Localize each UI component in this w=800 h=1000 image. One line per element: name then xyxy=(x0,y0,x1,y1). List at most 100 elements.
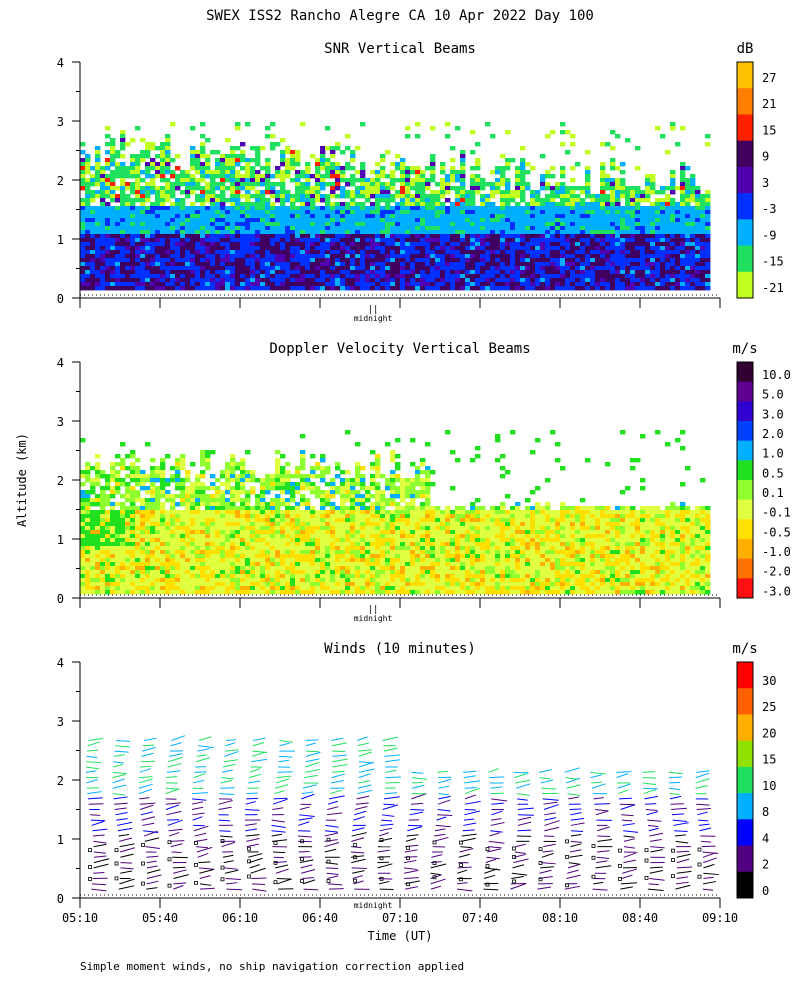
snr-cell xyxy=(300,214,306,219)
doppler-cell xyxy=(120,542,126,547)
doppler-cell xyxy=(85,526,91,531)
snr-cell xyxy=(480,266,486,271)
snr-cell xyxy=(415,266,421,271)
snr-cell xyxy=(245,210,251,215)
doppler-cell xyxy=(135,558,141,563)
snr-cell xyxy=(390,286,396,291)
snr-cell xyxy=(565,246,571,251)
doppler-cell xyxy=(115,538,121,543)
snr-cell xyxy=(380,278,386,283)
doppler-cell xyxy=(160,538,166,543)
snr-cell xyxy=(630,218,636,223)
doppler-cell xyxy=(260,530,266,535)
snr-cell xyxy=(430,178,436,183)
snr-cell xyxy=(110,226,116,231)
doppler-cell xyxy=(135,534,141,539)
doppler-cell xyxy=(225,474,231,479)
snr-cell xyxy=(495,206,501,211)
doppler-cell xyxy=(175,518,181,523)
doppler-cell xyxy=(235,570,241,575)
snr-cell xyxy=(680,254,686,259)
snr-cell xyxy=(615,182,621,187)
snr-cell xyxy=(375,174,381,179)
snr-cell xyxy=(305,278,311,283)
snr-cell xyxy=(350,198,356,203)
snr-cell xyxy=(280,162,286,167)
snr-cell xyxy=(530,214,536,219)
snr-cell xyxy=(160,210,166,215)
snr-cell xyxy=(90,242,96,247)
snr-cell xyxy=(520,250,526,255)
snr-cell xyxy=(440,166,446,171)
snr-cell xyxy=(205,222,211,227)
snr-cell xyxy=(205,238,211,243)
snr-cell xyxy=(90,174,96,179)
doppler-cell xyxy=(260,546,266,551)
snr-cell xyxy=(265,178,271,183)
snr-cell xyxy=(310,206,316,211)
snr-cell xyxy=(485,246,491,251)
doppler-cell xyxy=(230,538,236,543)
snr-cell xyxy=(115,214,121,219)
snr-cell xyxy=(130,258,136,263)
snr-cell xyxy=(655,214,661,219)
snr-cell xyxy=(470,202,476,207)
snr-cell xyxy=(590,222,596,227)
doppler-cell xyxy=(105,514,111,519)
snr-cell xyxy=(575,214,581,219)
doppler-cell xyxy=(190,558,196,563)
doppler-cell xyxy=(150,546,156,551)
snr-cell xyxy=(420,226,426,231)
snr-cell xyxy=(305,178,311,183)
snr-cell xyxy=(260,174,266,179)
snr-cell xyxy=(335,262,341,267)
doppler-cell xyxy=(220,574,226,579)
snr-cell xyxy=(480,226,486,231)
doppler-cell xyxy=(225,574,231,579)
snr-cell xyxy=(80,166,86,171)
snr-cell xyxy=(660,270,666,275)
doppler-cell xyxy=(160,514,166,519)
snr-cell xyxy=(425,182,431,187)
snr-cell xyxy=(135,190,141,195)
doppler-cell xyxy=(215,478,221,483)
snr-cell xyxy=(320,186,326,191)
snr-colorbar-label: -9 xyxy=(762,228,776,242)
snr-cell xyxy=(605,174,611,179)
snr-cell xyxy=(645,190,651,195)
snr-cell xyxy=(190,146,196,151)
snr-cell xyxy=(575,202,581,207)
doppler-cell xyxy=(185,542,191,547)
snr-cell xyxy=(125,242,131,247)
doppler-cell xyxy=(225,538,231,543)
snr-cell xyxy=(585,234,591,239)
snr-cell xyxy=(305,182,311,187)
snr-cell xyxy=(545,234,551,239)
snr-cell xyxy=(185,178,191,183)
snr-cell xyxy=(640,254,646,259)
doppler-cell xyxy=(160,526,166,531)
snr-cell xyxy=(520,190,526,195)
snr-cell xyxy=(290,270,296,275)
snr-cell xyxy=(325,174,331,179)
snr-cell xyxy=(155,210,161,215)
snr-cell xyxy=(375,258,381,263)
snr-cell xyxy=(415,246,421,251)
snr-cell xyxy=(705,250,711,255)
snr-cell xyxy=(700,250,706,255)
snr-cell xyxy=(435,246,441,251)
snr-cell xyxy=(145,162,151,167)
snr-cell xyxy=(600,254,606,259)
snr-cell xyxy=(585,270,591,275)
snr-colorbar-label: 3 xyxy=(762,176,769,190)
snr-cell xyxy=(255,170,261,175)
snr-cell xyxy=(260,214,266,219)
snr-cell xyxy=(170,182,176,187)
snr-cell xyxy=(480,274,486,279)
snr-cell xyxy=(405,274,411,279)
snr-cell xyxy=(250,278,256,283)
snr-cell xyxy=(600,234,606,239)
snr-cell xyxy=(390,234,396,239)
snr-cell xyxy=(255,246,261,251)
snr-cell xyxy=(100,194,106,199)
